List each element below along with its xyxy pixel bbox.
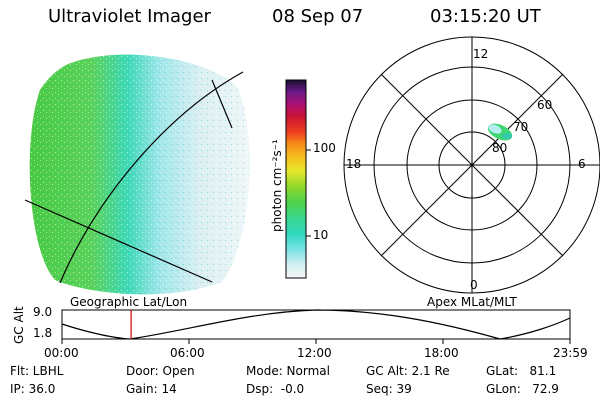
- xtick-0600: 06:00: [170, 346, 205, 360]
- xtick-1200: 12:00: [297, 346, 332, 360]
- mlt-label-0: 0: [470, 278, 478, 292]
- latitude-line: [59, 71, 244, 284]
- geographic-caption: Geographic Lat/Lon: [70, 295, 188, 309]
- lat-label-60: 60: [537, 98, 553, 112]
- status-seq: Seq: 39: [366, 382, 412, 396]
- longitude-line-2: [211, 79, 233, 129]
- xtick-2359: 23:59: [553, 346, 588, 360]
- app-title: Ultraviolet Imager: [48, 6, 211, 27]
- status-gain: Gain: 14: [126, 382, 177, 396]
- date-label: 08 Sep 07: [272, 6, 364, 27]
- auroral-emission: [487, 123, 513, 141]
- xtick-1800: 18:00: [424, 346, 459, 360]
- colorbar-tick-10: 10: [313, 228, 329, 242]
- status-dsp: Dsp: -0.0: [246, 382, 305, 396]
- status-gc-alt: GC Alt: 2.1 Re: [366, 364, 450, 378]
- status-glon: GLon: 72.9: [486, 382, 559, 396]
- mlt-label-12: 12: [473, 47, 489, 61]
- time-label: 03:15:20 UT: [430, 6, 541, 27]
- colorbar-tick-100: 100: [313, 141, 336, 155]
- ytick-9: 9.0: [33, 305, 53, 319]
- lat-label-70: 70: [513, 120, 529, 134]
- longitude-line: [24, 199, 213, 283]
- status-flt: Flt: LBHL: [10, 364, 64, 378]
- xtick-0000: 00:00: [44, 346, 79, 360]
- status-door: Door: Open: [126, 364, 195, 378]
- apex-caption: Apex MLat/MLT: [427, 295, 517, 309]
- timeline-ylabel: GC Alt: [12, 306, 26, 344]
- status-glat: GLat: 81.1: [486, 364, 557, 378]
- ytick-1-8: 1.8: [33, 326, 53, 340]
- mlt-label-6: 6: [578, 157, 586, 171]
- mlt-label-18: 18: [346, 157, 362, 171]
- lat-label-80: 80: [492, 141, 508, 155]
- altitude-curve: [61, 309, 571, 340]
- status-ip: IP: 36.0: [10, 382, 56, 396]
- status-mode: Mode: Normal: [246, 364, 330, 378]
